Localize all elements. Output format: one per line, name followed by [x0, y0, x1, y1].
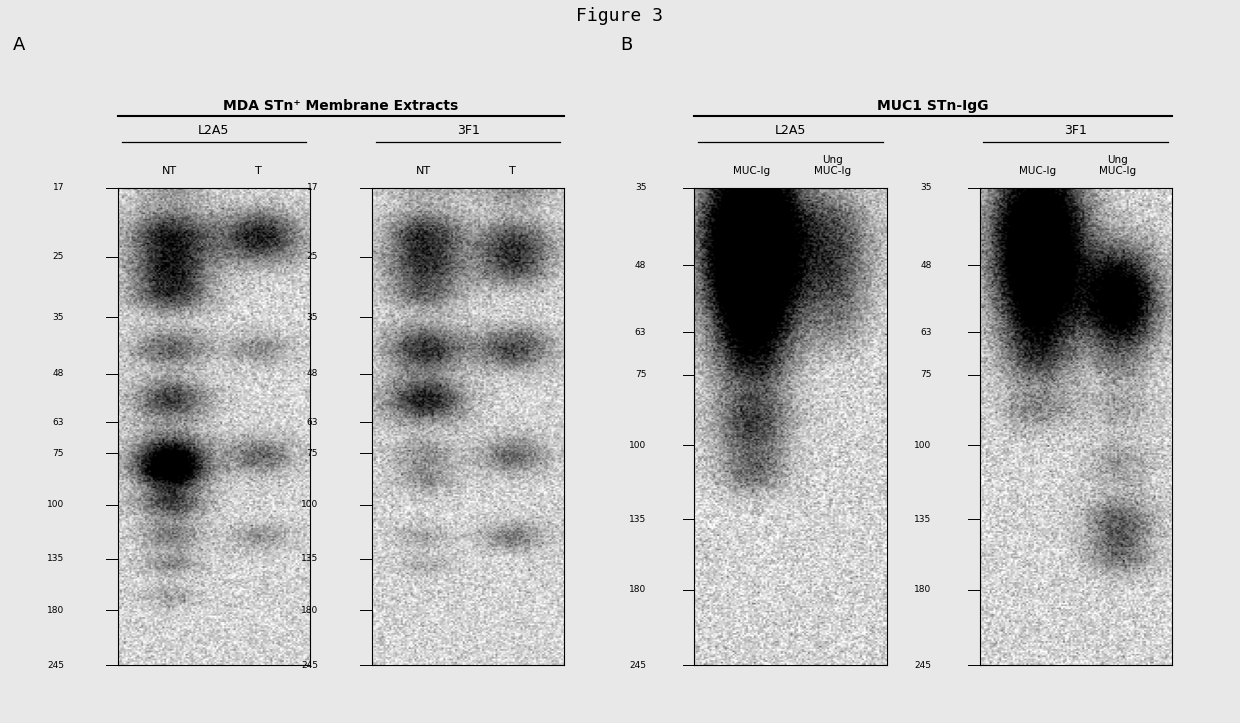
- Text: MUC1 STn-IgG: MUC1 STn-IgG: [878, 99, 988, 113]
- Text: 135: 135: [301, 554, 319, 563]
- Text: 17: 17: [306, 184, 319, 192]
- Text: Ung
MUC-Ig: Ung MUC-Ig: [1100, 155, 1137, 176]
- Text: B: B: [620, 36, 632, 54]
- Text: 48: 48: [920, 261, 931, 270]
- Text: Figure 3: Figure 3: [577, 7, 663, 25]
- Text: 35: 35: [635, 184, 646, 192]
- Text: 3F1: 3F1: [456, 124, 480, 137]
- Text: 100: 100: [301, 500, 319, 510]
- Text: 48: 48: [635, 261, 646, 270]
- Text: 245: 245: [915, 661, 931, 669]
- Text: 180: 180: [914, 585, 931, 594]
- Text: 63: 63: [306, 418, 319, 427]
- Text: 100: 100: [914, 441, 931, 450]
- Text: Ung
MUC-Ig: Ung MUC-Ig: [815, 155, 852, 176]
- Text: T: T: [254, 166, 262, 176]
- Text: 63: 63: [52, 418, 64, 427]
- Text: 100: 100: [629, 441, 646, 450]
- Text: 180: 180: [629, 585, 646, 594]
- Text: 25: 25: [306, 252, 319, 262]
- Text: A: A: [12, 36, 25, 54]
- Text: 35: 35: [52, 312, 64, 322]
- Text: 180: 180: [47, 606, 64, 615]
- Text: 245: 245: [301, 661, 319, 669]
- Text: 25: 25: [52, 252, 64, 262]
- Text: L2A5: L2A5: [198, 124, 229, 137]
- Text: MDA STn⁺ Membrane Extracts: MDA STn⁺ Membrane Extracts: [223, 99, 459, 113]
- Text: 75: 75: [920, 370, 931, 380]
- Text: 3F1: 3F1: [1064, 124, 1087, 137]
- Text: T: T: [508, 166, 516, 176]
- Text: 48: 48: [306, 369, 319, 378]
- Text: 100: 100: [47, 500, 64, 510]
- Text: 75: 75: [306, 449, 319, 458]
- Text: 135: 135: [629, 515, 646, 523]
- Text: 75: 75: [52, 449, 64, 458]
- Text: NT: NT: [417, 166, 432, 176]
- Text: 63: 63: [635, 328, 646, 337]
- Text: NT: NT: [162, 166, 177, 176]
- Text: L2A5: L2A5: [775, 124, 806, 137]
- Text: 135: 135: [914, 515, 931, 523]
- Text: 75: 75: [635, 370, 646, 380]
- Text: 135: 135: [47, 554, 64, 563]
- Text: 245: 245: [47, 661, 64, 669]
- Text: 180: 180: [301, 606, 319, 615]
- Text: 48: 48: [52, 369, 64, 378]
- Text: MUC-Ig: MUC-Ig: [734, 166, 770, 176]
- Text: 35: 35: [306, 312, 319, 322]
- Text: 245: 245: [630, 661, 646, 669]
- Text: 35: 35: [920, 184, 931, 192]
- Text: 63: 63: [920, 328, 931, 337]
- Text: 17: 17: [52, 184, 64, 192]
- Text: MUC-Ig: MUC-Ig: [1019, 166, 1055, 176]
